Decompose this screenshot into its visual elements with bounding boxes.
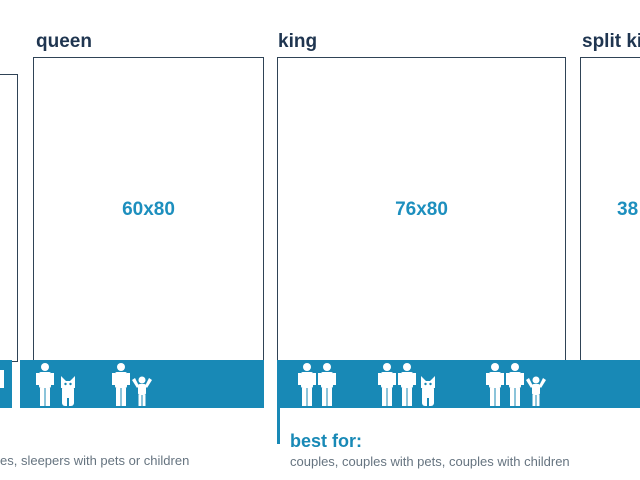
queen-dimensions: 60x80 [122, 199, 175, 220]
adult-icon [112, 363, 130, 406]
dog-icon [61, 376, 75, 406]
adult-icon [398, 363, 416, 406]
adult-icon [318, 363, 336, 406]
king-dimensions: 76x80 [395, 199, 448, 220]
adult-icon [298, 363, 316, 406]
king-icon-band [277, 360, 640, 408]
king-mattress-outline: 76x80 [277, 57, 566, 362]
queen-title: queen [36, 31, 92, 52]
split-king-title: split ki [582, 31, 640, 52]
split-king-mattress-outline: 38 [580, 57, 640, 362]
king-best-for-title: best for: [290, 431, 362, 451]
king-icons [298, 362, 546, 406]
split-king-dimensions: 38 [617, 199, 639, 220]
partial-best-for-text: es, sleepers with pets or children [0, 453, 190, 468]
adult-icon [0, 370, 4, 388]
adult-icon [36, 363, 54, 406]
king-title: king [278, 31, 318, 52]
king-best-for-text: couples, couples with pets, couples with… [290, 454, 570, 469]
adult-icon [378, 363, 396, 406]
partial-mattress-outline [0, 74, 18, 362]
split-king-icon-band [580, 360, 640, 408]
queen-icons [36, 362, 152, 406]
dog-icon [421, 376, 435, 406]
adult-icon [506, 363, 524, 406]
child-icon [132, 376, 152, 406]
adult-icon [486, 363, 504, 406]
king-bracket-line [277, 408, 280, 444]
child-icon [526, 376, 546, 406]
queen-mattress-outline: 60x80 [33, 57, 264, 362]
